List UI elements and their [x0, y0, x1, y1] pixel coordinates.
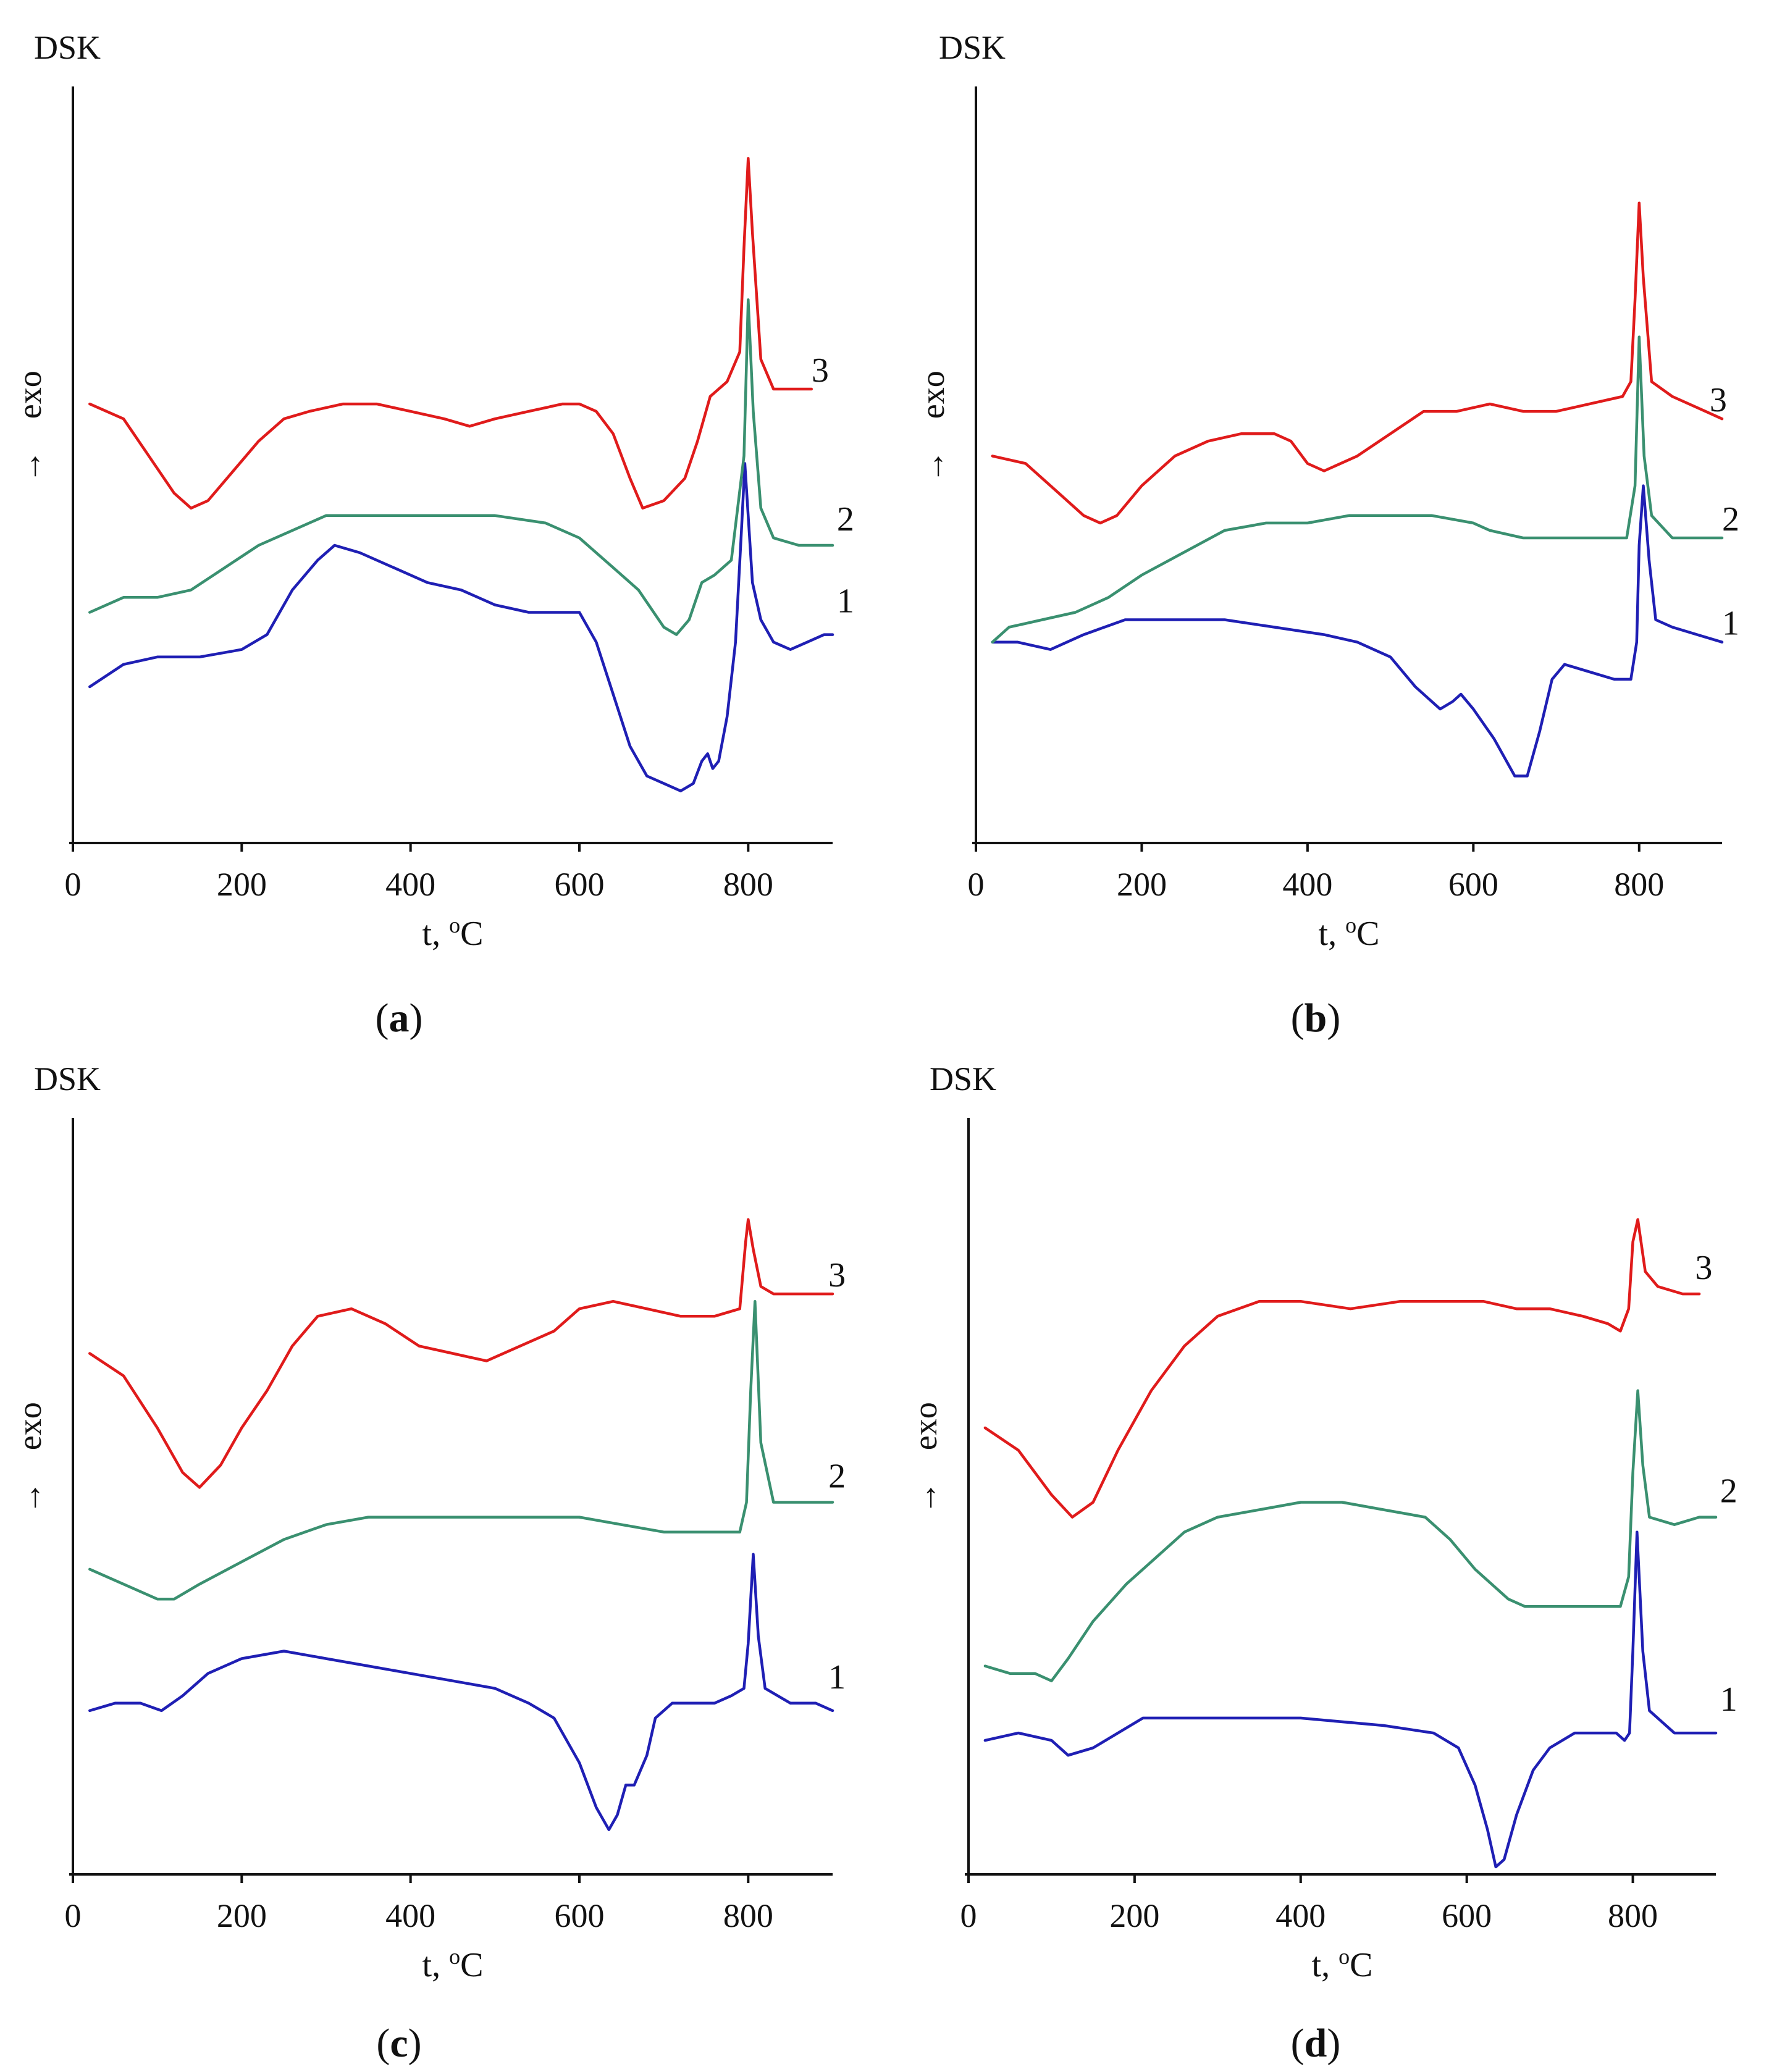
panel-caption: (b) [1291, 996, 1341, 1041]
series-label-1: 1 [1722, 605, 1739, 643]
caption-close: ) [408, 2021, 422, 2066]
x-axis-label: t, oC [422, 913, 484, 953]
caption-open: ( [376, 996, 389, 1041]
series-label-1: 1 [828, 1658, 846, 1697]
caption-letter: b [1305, 996, 1327, 1041]
series-label-1: 1 [837, 582, 854, 620]
series-line-1 [991, 484, 1724, 778]
series-label-3: 3 [1710, 381, 1727, 419]
x-axis-label-main: t, [422, 1946, 450, 1984]
y-axis-word: exo [914, 371, 951, 419]
series-line-1 [983, 1530, 1718, 1869]
x-axis-label-degree: o [449, 1944, 460, 1969]
chart-title: DSK [930, 1060, 996, 1097]
x-axis-label-degree: o [1338, 1944, 1350, 1969]
caption-close: ) [1327, 996, 1340, 1041]
x-tick-label: 200 [217, 1897, 267, 1934]
x-axis-label-degree: o [449, 913, 460, 937]
x-axis-label-unit: C [460, 1946, 483, 1984]
panel-caption: (c) [376, 2021, 421, 2066]
x-axis-label-main: t, [1319, 915, 1346, 953]
panel-caption: (d) [1291, 2021, 1341, 2066]
x-tick-label: 200 [1117, 866, 1167, 903]
series-label-2: 2 [828, 1457, 846, 1495]
y-axis-label: → exo [11, 1402, 48, 1514]
caption-letter: a [389, 996, 410, 1041]
x-tick-label: 200 [1109, 1897, 1159, 1934]
caption-letter: d [1305, 2021, 1327, 2066]
series-label-3: 3 [812, 351, 829, 390]
series-label-3: 3 [828, 1256, 846, 1294]
x-tick-label: 0 [960, 1897, 977, 1934]
x-tick-label: 800 [1608, 1897, 1658, 1934]
y-axis-word: exo [907, 1402, 944, 1450]
x-tick-label: 0 [65, 1897, 82, 1934]
chart-title: DSK [939, 29, 1006, 66]
chart-panel-a: DSK 0 200 400 600 800 t, oC → exo 1 2 3 (a) [11, 29, 854, 1041]
y-axis-arrow: → [914, 450, 951, 483]
series-line-2 [983, 1389, 1718, 1682]
chart-title: DSK [34, 29, 101, 66]
y-axis-word: exo [11, 371, 48, 419]
series-line-1 [88, 462, 834, 792]
x-tick-label: 600 [555, 1897, 605, 1934]
x-axis-label-unit: C [460, 915, 483, 953]
caption-letter: c [390, 2021, 408, 2066]
y-axis-arrow: → [907, 1481, 944, 1514]
x-axis-label-unit: C [1350, 1946, 1372, 1984]
series-label-2: 2 [1720, 1472, 1737, 1511]
chart-panel-b: DSK 0 200 400 600 800 t, oC → exo 1 2 3 (b) [914, 29, 1739, 1041]
x-tick-label: 0 [65, 866, 82, 903]
y-axis-label: → exo [11, 371, 48, 483]
x-tick-label: 400 [385, 1897, 435, 1934]
caption-open: ( [376, 2021, 390, 2066]
series-line-3 [983, 1218, 1701, 1519]
x-axis-label-main: t, [422, 915, 450, 953]
series-line-2 [88, 1299, 834, 1601]
y-axis-arrow: → [11, 1481, 48, 1514]
x-tick-label: 200 [217, 866, 267, 903]
series-line-3 [991, 201, 1724, 525]
series-line-2 [991, 335, 1724, 644]
panel-caption: (a) [376, 996, 423, 1041]
x-tick-label: 800 [1614, 866, 1664, 903]
x-tick-label: 800 [723, 866, 773, 903]
series-line-1 [88, 1553, 834, 1831]
series-label-2: 2 [1722, 500, 1739, 539]
caption-open: ( [1291, 996, 1305, 1041]
y-axis-arrow: → [11, 450, 48, 483]
x-tick-label: 800 [723, 1897, 773, 1934]
x-axis-label-degree: o [1345, 913, 1356, 937]
x-tick-label: 600 [1442, 1897, 1492, 1934]
y-axis-label: → exo [914, 371, 951, 483]
caption-close: ) [410, 996, 423, 1041]
chart-panel-d: DSK 0 200 400 600 800 t, oC → exo 1 2 3 (d) [907, 1060, 1737, 2066]
y-axis-word: exo [11, 1402, 48, 1450]
chart-title: DSK [34, 1060, 101, 1097]
x-tick-label: 400 [1282, 866, 1332, 903]
x-tick-label: 600 [1448, 866, 1498, 903]
x-axis-label-main: t, [1312, 1946, 1339, 1984]
series-label-2: 2 [837, 500, 854, 539]
chart-panel-c: DSK 0 200 400 600 800 t, oC → exo 1 2 3 (c) [11, 1060, 846, 2066]
series-line-2 [88, 298, 834, 636]
x-tick-label: 400 [1275, 1897, 1326, 1934]
x-axis-label: t, oC [422, 1944, 484, 1984]
series-line-3 [88, 157, 813, 510]
caption-open: ( [1291, 2021, 1305, 2066]
x-axis-label-unit: C [1356, 915, 1379, 953]
series-label-3: 3 [1695, 1249, 1712, 1287]
series-label-1: 1 [1720, 1680, 1737, 1719]
x-axis-label: t, oC [1312, 1944, 1373, 1984]
x-tick-label: 600 [555, 866, 605, 903]
series-line-3 [88, 1218, 834, 1489]
caption-close: ) [1327, 2021, 1340, 2066]
y-axis-label: → exo [907, 1402, 944, 1514]
x-tick-label: 400 [385, 866, 435, 903]
x-tick-label: 0 [968, 866, 985, 903]
x-axis-label: t, oC [1319, 913, 1380, 953]
